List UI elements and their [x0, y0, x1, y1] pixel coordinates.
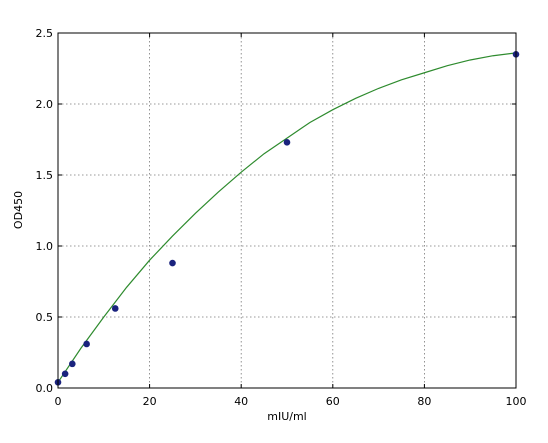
data-point — [69, 360, 76, 368]
y-tick-labels: 0.0 0.5 1.0 1.5 2.0 2.5 — [36, 27, 54, 395]
x-tick-label: 100 — [506, 395, 527, 408]
data-points-layer — [54, 51, 520, 386]
y-tick-label: 0.5 — [36, 311, 54, 324]
fit-curve-layer — [57, 52, 517, 383]
x-tick-label: 0 — [55, 395, 62, 408]
axis-ticks — [57, 32, 517, 389]
y-axis-label: OD450 — [12, 191, 25, 229]
x-tick-label: 40 — [234, 395, 248, 408]
y-tick-label: 1.0 — [36, 240, 54, 253]
plot-frame — [57, 32, 517, 389]
data-point — [169, 259, 176, 267]
data-point — [283, 139, 291, 146]
x-tick-label: 20 — [143, 395, 157, 408]
x-axis-label: mIU/ml — [267, 410, 307, 423]
data-point — [111, 305, 119, 312]
x-tick-label: 80 — [417, 395, 431, 408]
grid-lines — [58, 33, 516, 388]
fit-curve — [57, 52, 517, 383]
data-point — [61, 370, 69, 378]
x-tick-label: 60 — [326, 395, 340, 408]
y-tick-label: 2.0 — [36, 98, 54, 111]
y-tick-label: 0.0 — [36, 382, 54, 395]
data-point — [83, 340, 90, 348]
y-tick-label: 2.5 — [36, 27, 54, 40]
plot-background — [58, 33, 516, 388]
y-tick-label: 1.5 — [36, 169, 54, 182]
x-tick-labels: 0 20 40 60 80 100 — [55, 395, 527, 408]
